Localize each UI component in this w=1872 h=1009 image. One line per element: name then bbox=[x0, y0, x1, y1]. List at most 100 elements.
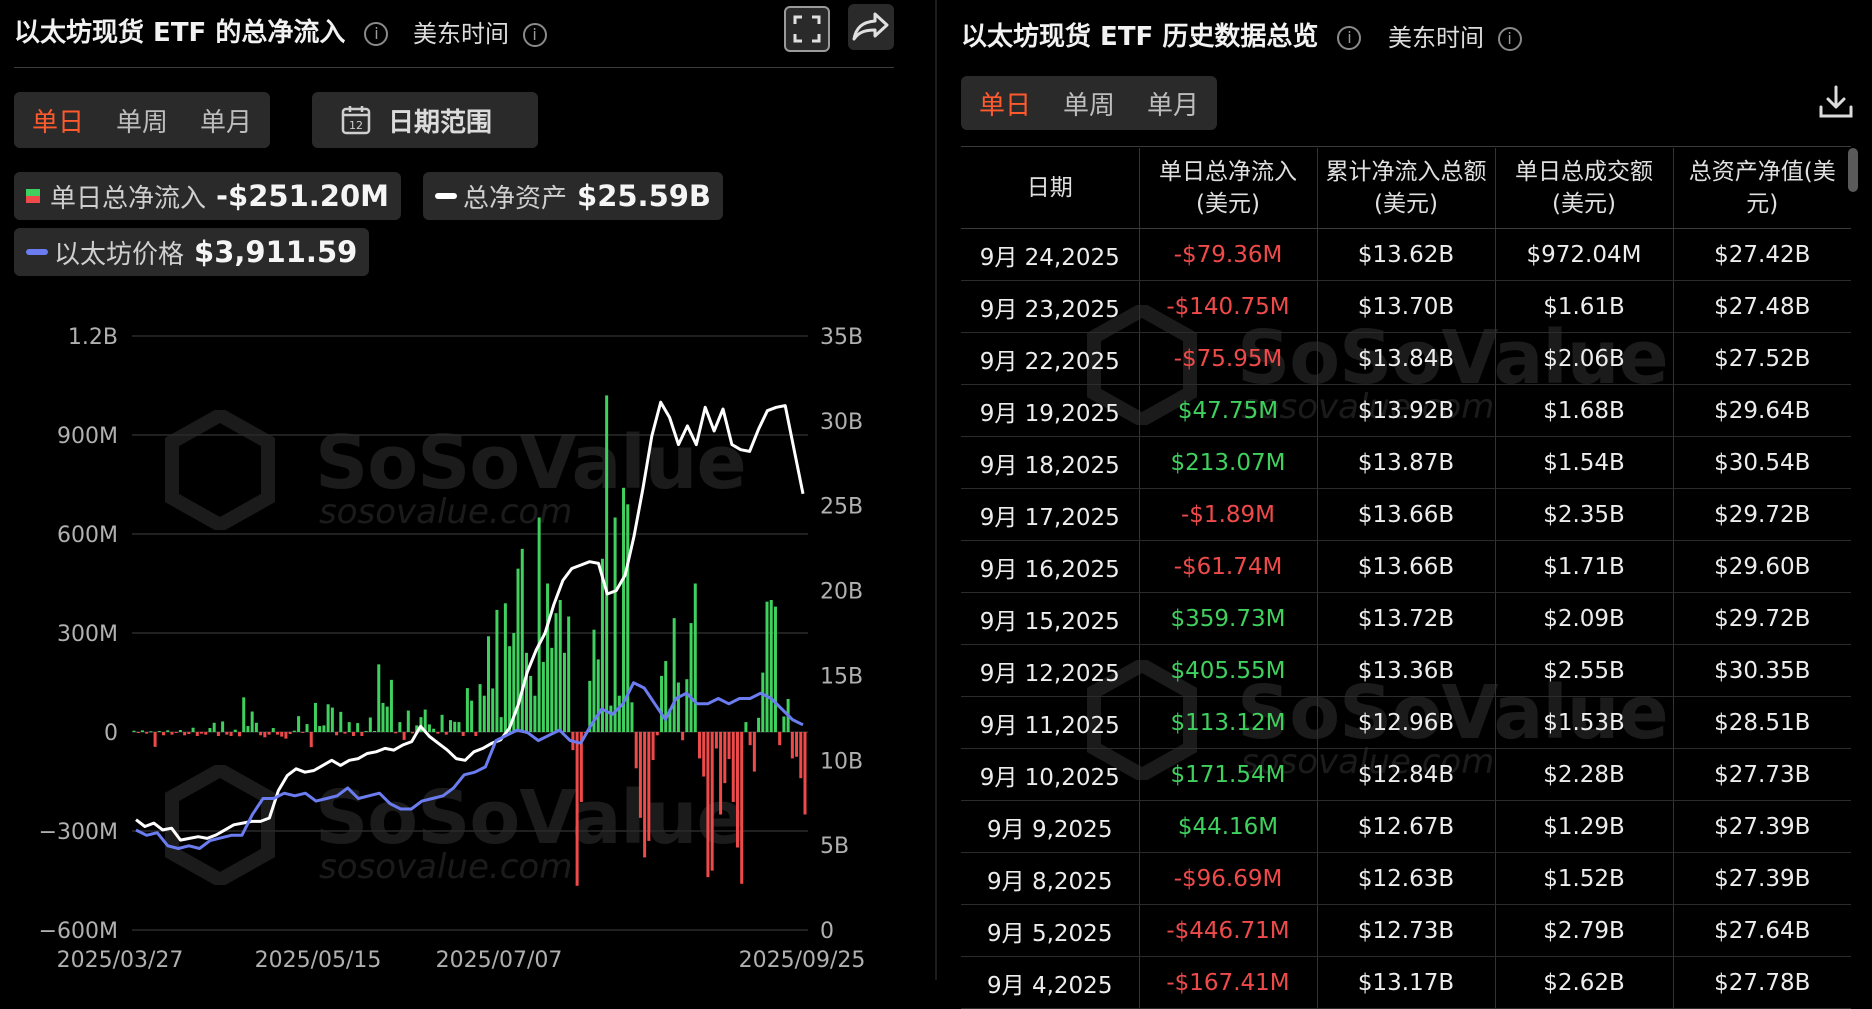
inflow-bar bbox=[267, 732, 271, 735]
col-header-daily-inflow[interactable]: 单日总净流入(美元) bbox=[1138, 148, 1317, 229]
tab-daily[interactable]: 单日 bbox=[32, 107, 85, 138]
inflow-bar bbox=[356, 723, 360, 732]
cell-date: 9月 12,2025 bbox=[961, 644, 1139, 697]
cell-cumulative-inflow: $12.96B bbox=[1316, 696, 1495, 749]
table-timezone-info-icon[interactable]: i bbox=[1497, 27, 1522, 51]
inflow-bar bbox=[622, 487, 626, 732]
legend-assets[interactable]: 总净资产 $25.59B bbox=[423, 172, 724, 220]
tab-weekly[interactable]: 单周 bbox=[116, 107, 169, 138]
inflow-bar bbox=[605, 395, 609, 732]
cell-daily-inflow: $113.12M bbox=[1138, 696, 1317, 749]
inflow-bar bbox=[486, 636, 490, 732]
table-info-icon[interactable]: i bbox=[1337, 26, 1362, 50]
inflow-bar bbox=[394, 732, 398, 734]
cell-daily-inflow: -$75.95M bbox=[1138, 332, 1317, 385]
inflow-bar bbox=[714, 732, 718, 749]
inflow-bar bbox=[415, 725, 419, 732]
history-table: 日期 单日总净流入(美元) 累计净流入总额(美元) 单日总成交额(美元) 总资产… bbox=[961, 148, 1851, 1009]
inflow-bar bbox=[385, 706, 389, 732]
inflow-bar bbox=[288, 732, 292, 734]
share-icon bbox=[852, 12, 889, 41]
legend-inflow-value: -$251.20M bbox=[216, 179, 389, 213]
calendar-icon-text: 12 bbox=[349, 119, 363, 132]
inflow-bar bbox=[588, 680, 592, 732]
inflow-bar bbox=[782, 716, 786, 732]
inflow-bar bbox=[520, 548, 524, 732]
legend-inflow[interactable]: 单日总净流入 -$251.20M bbox=[14, 172, 401, 220]
table-period-tabs: 单日 单周 单月 bbox=[961, 76, 1218, 130]
left-axis-tick: −300M bbox=[39, 820, 118, 845]
cell-date: 9月 22,2025 bbox=[961, 332, 1139, 385]
right-axis-tick: 15B bbox=[820, 664, 863, 689]
table-row: 9月 8,2025 -$96.69M $12.63B $1.52B $27.39B bbox=[961, 852, 1851, 905]
timezone-row: 美东时间 i bbox=[413, 14, 547, 49]
timezone-label: 美东时间 bbox=[413, 20, 509, 48]
timezone-info-icon[interactable]: i bbox=[522, 23, 547, 47]
right-axis-tick: 35B bbox=[820, 325, 863, 350]
inflow-bar bbox=[579, 732, 583, 802]
date-range-button[interactable]: 12 日期范围 bbox=[312, 92, 538, 148]
table-title-row: 以太坊现货 ETF 历史数据总览 i bbox=[961, 16, 1362, 53]
cell-daily-inflow: -$140.75M bbox=[1138, 280, 1317, 333]
inflow-bar bbox=[381, 702, 385, 732]
inflow-bar bbox=[254, 722, 258, 732]
inflow-bar bbox=[170, 732, 174, 735]
cell-net-assets: $27.78B bbox=[1672, 956, 1851, 1009]
table-row: 9月 4,2025 -$167.41M $13.17B $2.62B $27.78B bbox=[961, 956, 1851, 1009]
col-header-cumulative-inflow[interactable]: 累计净流入总额(美元) bbox=[1316, 148, 1495, 229]
table-row: 9月 18,2025 $213.07M $13.87B $1.54B $30.54B bbox=[961, 436, 1851, 489]
inflow-bar bbox=[145, 732, 149, 734]
table-tab-daily[interactable]: 单日 bbox=[979, 90, 1032, 121]
tab-monthly[interactable]: 单月 bbox=[200, 107, 253, 138]
inflow-bar bbox=[503, 603, 507, 732]
inflow-bar bbox=[529, 675, 533, 732]
inflow-bar bbox=[803, 732, 807, 815]
inflow-bar bbox=[157, 731, 161, 733]
cell-net-assets: $28.51B bbox=[1672, 696, 1851, 749]
inflow-bar bbox=[208, 728, 212, 732]
inflow-bar bbox=[676, 682, 680, 732]
table-row: 9月 22,2025 -$75.95M $13.84B $2.06B $27.52B bbox=[961, 332, 1851, 385]
table-scrollbar[interactable] bbox=[1848, 148, 1858, 192]
table-row: 9月 15,2025 $359.73M $13.72B $2.09B $29.72B bbox=[961, 592, 1851, 645]
col-header-date[interactable]: 日期 bbox=[961, 148, 1139, 229]
inflow-bar bbox=[647, 732, 651, 841]
inflow-bar bbox=[740, 732, 744, 884]
cell-daily-volume: $1.53B bbox=[1494, 696, 1673, 749]
inflow-bar bbox=[280, 732, 284, 737]
inflow-bar bbox=[301, 732, 305, 733]
inflow-bar bbox=[575, 732, 579, 886]
cell-daily-volume: $2.06B bbox=[1494, 332, 1673, 385]
inflow-bar bbox=[655, 732, 659, 736]
legend-price[interactable]: 以太坊价格 $3,911.59 bbox=[14, 228, 370, 276]
inflow-bar bbox=[592, 629, 596, 732]
inflow-bar bbox=[250, 711, 254, 732]
inflow-bar bbox=[508, 646, 512, 732]
inflow-bar bbox=[339, 711, 343, 732]
inflow-bar bbox=[229, 732, 233, 736]
cell-date: 9月 17,2025 bbox=[961, 488, 1139, 541]
inflow-bar bbox=[313, 702, 317, 732]
fullscreen-icon bbox=[793, 15, 821, 43]
inflow-bar bbox=[773, 606, 777, 732]
table-tab-monthly[interactable]: 单月 bbox=[1147, 90, 1200, 121]
col-header-daily-volume[interactable]: 单日总成交额(美元) bbox=[1494, 148, 1673, 229]
inflow-bar bbox=[326, 704, 330, 732]
right-axis-tick: 20B bbox=[820, 580, 863, 605]
col-header-net-assets[interactable]: 总资产净值(美元) bbox=[1672, 148, 1851, 229]
inflow-bar bbox=[318, 726, 322, 732]
table-tab-weekly[interactable]: 单周 bbox=[1063, 90, 1116, 121]
legend-price-label: 以太坊价格 bbox=[54, 239, 185, 270]
inflow-bar bbox=[364, 731, 368, 733]
inflow-bar bbox=[470, 700, 474, 732]
inflow-bar bbox=[546, 583, 550, 732]
inflow-bar bbox=[453, 721, 457, 732]
chart-title: 以太坊现货 ETF 的总净流入 bbox=[14, 18, 346, 48]
inflow-bar bbox=[132, 730, 136, 732]
fullscreen-button[interactable] bbox=[784, 6, 830, 52]
cell-cumulative-inflow: $13.72B bbox=[1316, 592, 1495, 645]
download-button[interactable] bbox=[1814, 80, 1858, 124]
share-button[interactable] bbox=[848, 4, 894, 50]
info-icon[interactable]: i bbox=[364, 22, 389, 46]
cell-daily-inflow: -$79.36M bbox=[1138, 228, 1317, 281]
